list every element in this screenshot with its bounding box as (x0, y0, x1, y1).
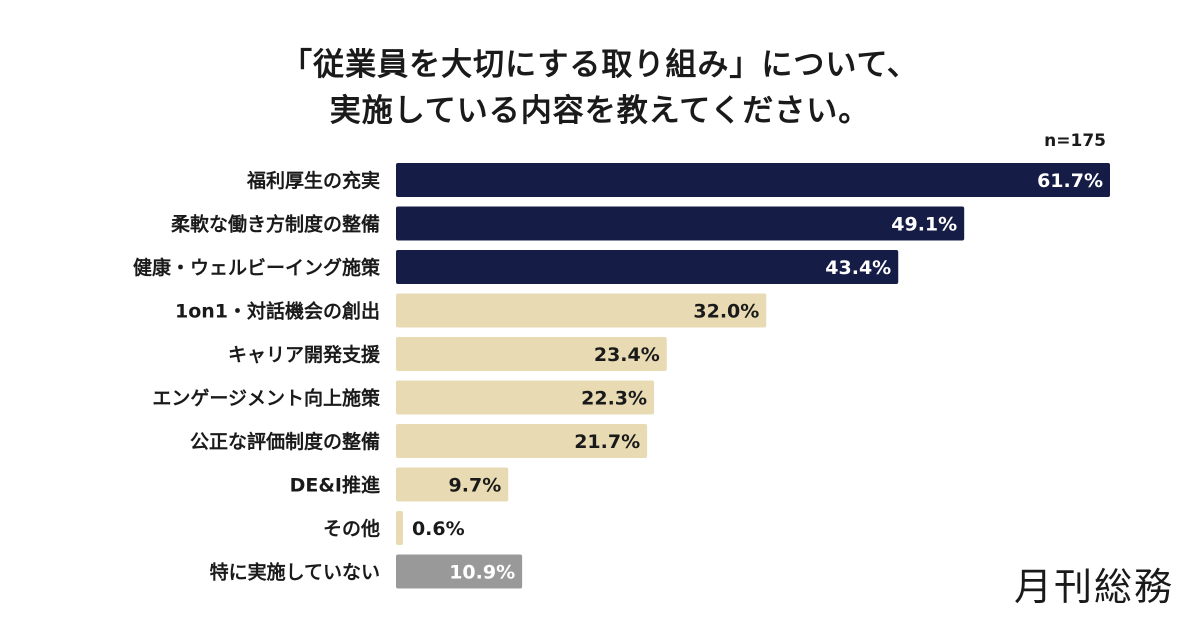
category-label: 福利厚生の充実 (246, 169, 380, 192)
bar-group: 福利厚生の充実 61.7% (246, 163, 1110, 197)
value-label: 32.0% (693, 301, 759, 323)
category-label: 公正な評価制度の整備 (190, 430, 380, 453)
value-label: 21.7% (574, 431, 640, 453)
value-label: 43.4% (825, 257, 891, 279)
bar (396, 337, 667, 371)
category-label: キャリア開発支援 (228, 343, 381, 366)
chart-title: 「従業員を大切にする取り組み」について、 実施している内容を教えてください。 (0, 42, 1200, 134)
category-label: エンゲージメント向上施策 (152, 387, 381, 410)
bar (396, 554, 523, 589)
bar-group: その他 0.6% (323, 511, 465, 545)
chart-title-line-2: 実施している内容を教えてください。 (329, 93, 871, 129)
bar (396, 163, 1110, 197)
category-label: DE&I推進 (290, 474, 380, 497)
category-label: 柔軟な働き方制度の整備 (171, 213, 380, 236)
sample-size-note: n=175 (1044, 131, 1106, 151)
value-label: 23.4% (594, 344, 660, 366)
bar (396, 380, 655, 415)
bar-group: キャリア開発支援 23.4% (228, 337, 667, 371)
bar (396, 206, 965, 241)
bar-group: 公正な評価制度の整備 21.7% (190, 424, 648, 458)
value-label: 9.7% (449, 475, 502, 497)
bar (396, 467, 509, 502)
value-label: 22.3% (581, 388, 647, 410)
bar (396, 511, 403, 545)
category-label: 1on1・対話機会の創出 (175, 300, 380, 323)
value-label: 0.6% (412, 518, 465, 540)
bar-group: 健康・ウェルビーイング施策 43.4% (133, 250, 899, 284)
category-label: その他 (323, 517, 380, 540)
bar-group: DE&I推進 9.7% (290, 467, 509, 502)
chart-title-line-1: 「従業員を大切にする取り組み」について、 (281, 47, 919, 83)
category-label: 健康・ウェルビーイング施策 (133, 256, 381, 279)
value-label: 49.1% (891, 214, 957, 236)
bar-group: 1on1・対話機会の創出 32.0% (175, 293, 767, 328)
value-label: 10.9% (449, 562, 515, 584)
bar-group: エンゲージメント向上施策 22.3% (152, 380, 655, 415)
category-label: 特に実施していない (210, 561, 380, 584)
bar (396, 250, 899, 284)
brand-logo: 月刊総務 (1013, 565, 1174, 609)
bar (396, 293, 767, 328)
bar-group: 特に実施していない 10.9% (210, 554, 523, 589)
bar-group: 柔軟な働き方制度の整備 49.1% (171, 206, 965, 241)
bar (396, 424, 648, 458)
value-label: 61.7% (1037, 170, 1103, 192)
